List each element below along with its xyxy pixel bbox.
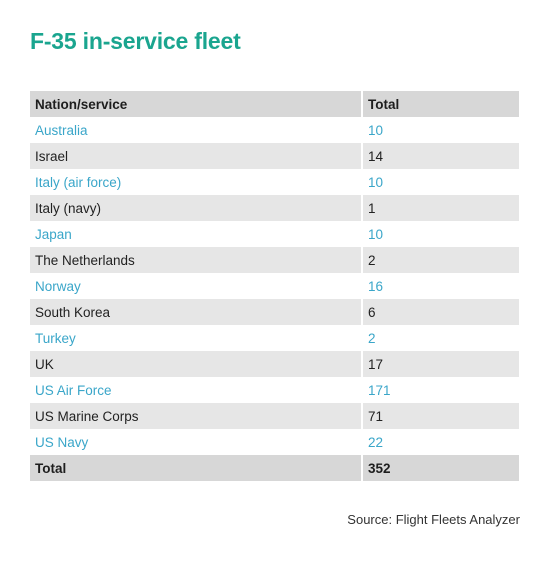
table-row: Israel 14 [30,143,519,169]
total-cell: 1 [361,195,519,221]
total-value-cell: 352 [361,455,519,481]
table-row: Norway 16 [30,273,519,299]
table-row: Italy (navy) 1 [30,195,519,221]
fleet-table: Nation/service Total Australia 10 Israel… [30,91,519,481]
total-cell: 10 [361,117,519,143]
nation-cell: Japan [30,221,362,247]
total-cell: 71 [361,403,519,429]
table-header-row: Nation/service Total [30,91,519,117]
total-cell: 17 [361,351,519,377]
table-row: Turkey 2 [30,325,519,351]
nation-cell: US Navy [30,429,362,455]
nation-cell: US Marine Corps [30,403,362,429]
nation-cell: Turkey [30,325,362,351]
source-note: Source: Flight Fleets Analyzer [347,512,520,527]
nation-cell: UK [30,351,362,377]
nation-cell: South Korea [30,299,362,325]
nation-cell: Australia [30,117,362,143]
total-cell: 171 [361,377,519,403]
total-cell: 10 [361,169,519,195]
total-cell: 16 [361,273,519,299]
total-cell: 10 [361,221,519,247]
total-cell: 14 [361,143,519,169]
total-cell: 2 [361,247,519,273]
total-label-cell: Total [30,455,362,481]
table-row: The Netherlands 2 [30,247,519,273]
table-total-row: Total 352 [30,455,519,481]
table-row: South Korea 6 [30,299,519,325]
nation-cell: Italy (navy) [30,195,362,221]
table-row: Japan 10 [30,221,519,247]
page-title: F-35 in-service fleet [30,28,241,54]
total-cell: 2 [361,325,519,351]
table-row: UK 17 [30,351,519,377]
nation-cell: Israel [30,143,362,169]
nation-cell: US Air Force [30,377,362,403]
column-header-total: Total [361,91,519,117]
column-header-nation: Nation/service [30,91,362,117]
table-row: US Marine Corps 71 [30,403,519,429]
table-row: US Navy 22 [30,429,519,455]
table-row: Italy (air force) 10 [30,169,519,195]
table-row: Australia 10 [30,117,519,143]
nation-cell: Italy (air force) [30,169,362,195]
total-cell: 6 [361,299,519,325]
nation-cell: Norway [30,273,362,299]
nation-cell: The Netherlands [30,247,362,273]
total-cell: 22 [361,429,519,455]
table-row: US Air Force 171 [30,377,519,403]
